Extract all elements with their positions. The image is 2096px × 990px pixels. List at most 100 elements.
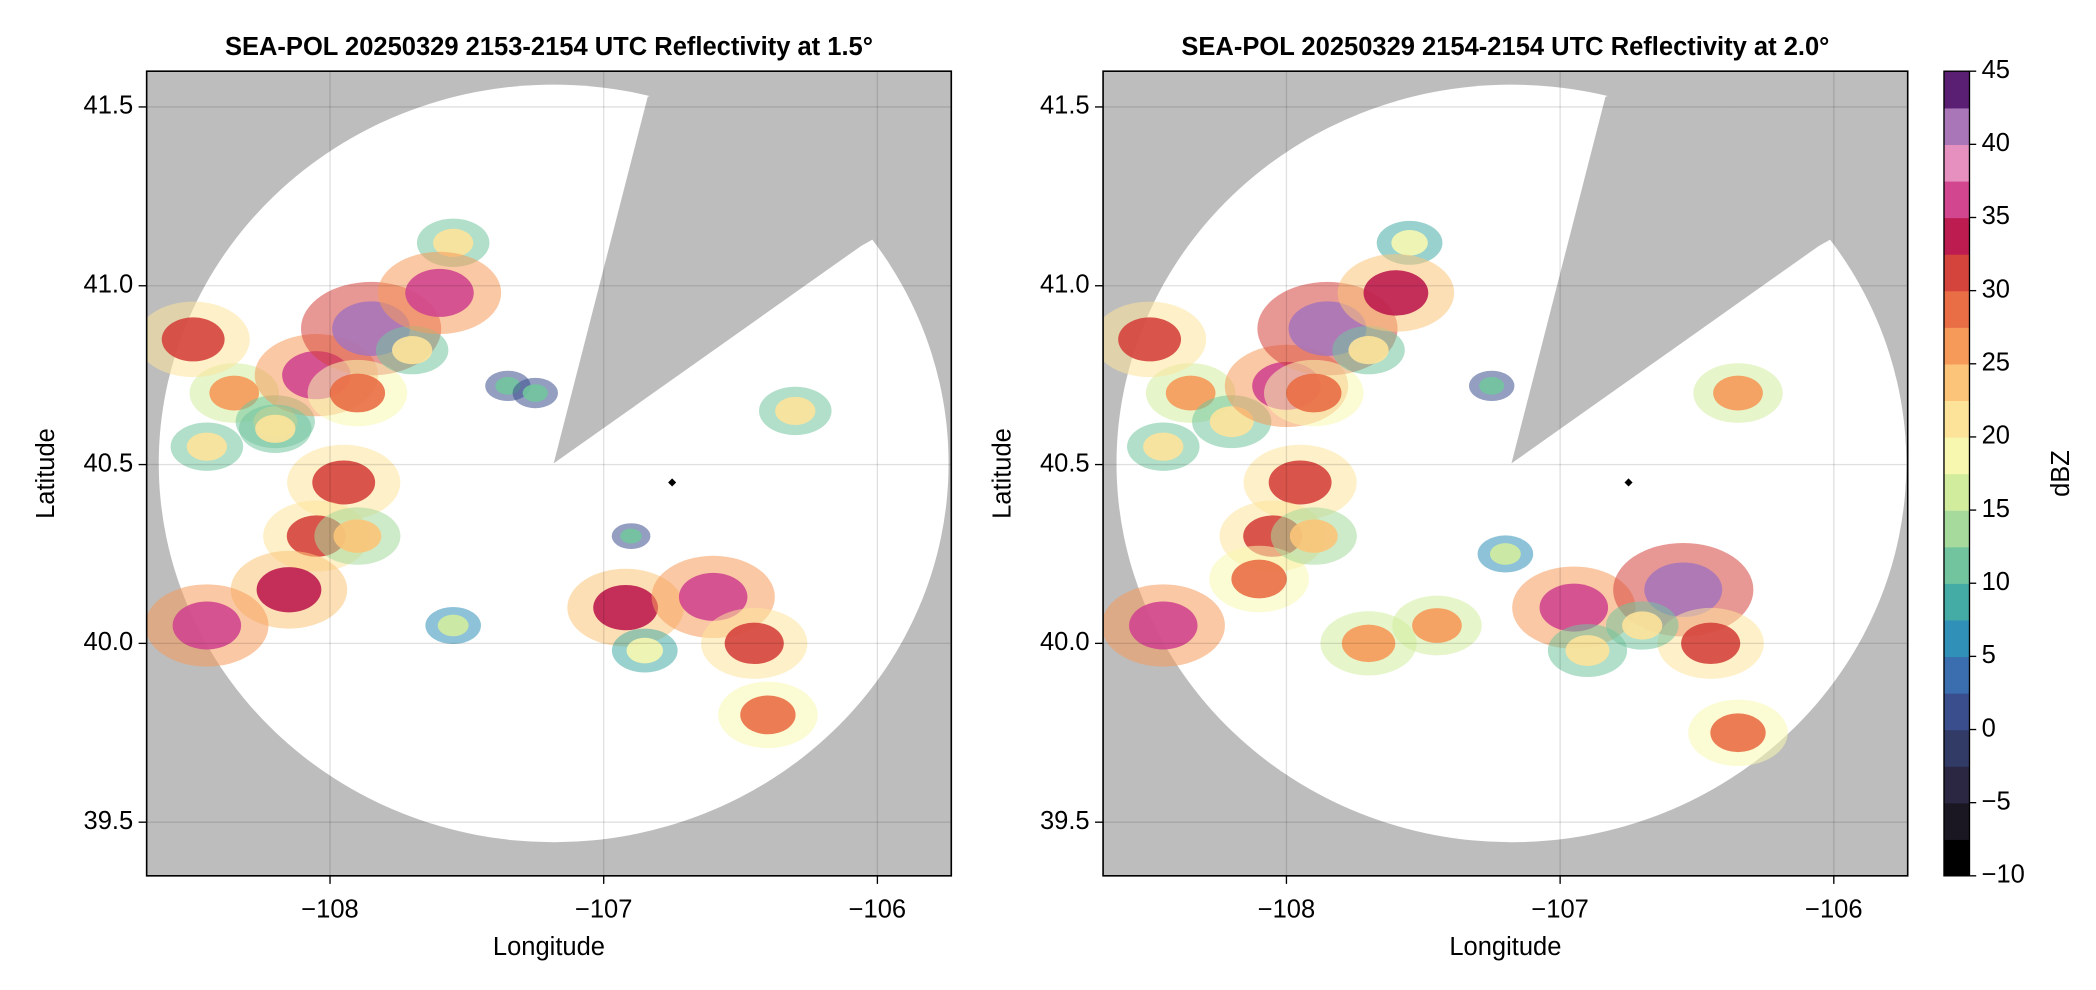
colorbar-tick-label: 40 <box>1982 129 2010 157</box>
echo <box>405 268 474 317</box>
echo <box>1710 713 1766 753</box>
echo <box>724 622 784 665</box>
colorbar-bin <box>1943 583 1970 621</box>
colorbar-bin <box>1943 436 1970 475</box>
y-tick-label: 40.5 <box>1040 449 1090 477</box>
colorbar-tick-label: 45 <box>1982 56 2010 84</box>
colorbar-bin <box>1943 802 1970 840</box>
panel-background <box>146 71 1908 876</box>
echo <box>1286 373 1342 413</box>
colorbar-tick-label: 15 <box>1982 495 2010 523</box>
echo <box>391 336 433 365</box>
colorbar-bin <box>1943 766 1970 804</box>
echo <box>1479 377 1505 395</box>
colorbar-bin <box>1943 839 1970 877</box>
colorbar-tick-label: 5 <box>1982 641 1996 669</box>
colorbar-bin <box>1943 656 1970 694</box>
x-tick-label: −107 <box>1531 895 1588 923</box>
colorbar-label: dBZ <box>2047 450 2075 497</box>
echo <box>1565 635 1610 666</box>
echo <box>186 432 228 461</box>
echo-layer <box>146 218 832 749</box>
colorbar-bin <box>1943 546 1970 584</box>
y-tick-label: 41.0 <box>1040 270 1090 298</box>
colorbar-bin <box>1943 363 1970 402</box>
echo <box>1268 460 1332 505</box>
colorbar-bin <box>1943 327 1970 365</box>
echo <box>333 519 382 553</box>
x-tick-label: −108 <box>1258 895 1315 923</box>
echo <box>1129 601 1198 650</box>
colorbar-tick-label: −5 <box>1982 787 2011 815</box>
colorbar-bin <box>1943 107 1970 146</box>
colorbar-bin <box>1943 619 1970 658</box>
y-tick-label: 41.5 <box>84 92 134 120</box>
echo <box>1681 622 1741 665</box>
colorbar-bin <box>1943 473 1970 511</box>
colorbar-tick-label: 10 <box>1982 568 2010 596</box>
echo <box>172 601 242 650</box>
echo <box>1539 583 1609 632</box>
echo <box>522 384 548 402</box>
colorbar-bin <box>1943 144 1970 182</box>
x-tick-label: −107 <box>575 895 632 923</box>
colorbar-bin <box>1943 400 1970 438</box>
y-tick-label: 40.0 <box>84 628 134 656</box>
echo <box>1231 559 1287 599</box>
colorbar-bin <box>1943 71 1970 109</box>
y-tick-label: 39.5 <box>1040 807 1090 835</box>
x-tick-label: −106 <box>1805 895 1862 923</box>
echo <box>1622 611 1663 640</box>
colorbar-tick-label: 25 <box>1982 349 2010 377</box>
y-tick-label: 40.5 <box>84 449 134 477</box>
echo <box>1165 375 1216 411</box>
echo <box>775 396 816 426</box>
colorbar-tick-label: −10 <box>1982 861 2025 889</box>
y-tick-label: 39.5 <box>84 807 134 835</box>
plot-frame <box>1102 70 1909 877</box>
colorbar-tick-label: 30 <box>1982 275 2010 303</box>
y-tick-label: 41.5 <box>1040 92 1090 120</box>
y-tick-label: 41.0 <box>84 270 134 298</box>
colorbar-bin <box>1943 180 1970 219</box>
chart-title: SEA-POL 20250329 2153-2154 UTC Reflectiv… <box>225 33 873 61</box>
echo <box>312 460 376 505</box>
colorbar-frame <box>1943 70 1971 877</box>
echo <box>437 614 469 637</box>
y-axis-label: Latitude <box>32 428 60 519</box>
echo <box>1489 543 1521 565</box>
echo <box>1363 270 1429 316</box>
echo <box>678 572 748 621</box>
echo <box>1289 519 1338 553</box>
colorbar-bin <box>1943 692 1970 731</box>
echo <box>1341 624 1396 663</box>
colorbar-bin <box>1943 217 1970 255</box>
x-axis-label: Longitude <box>493 933 605 961</box>
echo <box>1348 336 1389 365</box>
echo <box>209 375 260 411</box>
echo <box>329 373 386 413</box>
radar-site <box>668 478 677 487</box>
echo <box>626 637 664 664</box>
x-tick-label: −106 <box>849 895 906 923</box>
x-axis-label: Longitude <box>1449 933 1561 961</box>
colorbar-bin <box>1943 510 1970 548</box>
chart-title: SEA-POL 20250329 2154-2154 UTC Reflectiv… <box>1181 33 1829 61</box>
x-tick-label: −108 <box>301 895 358 923</box>
echo <box>740 695 796 735</box>
plot-frame <box>145 70 953 877</box>
echo-layer <box>1103 220 1788 766</box>
y-tick-label: 40.0 <box>1040 628 1090 656</box>
echo <box>1118 317 1182 362</box>
colorbar-bin <box>1943 729 1970 767</box>
echo <box>1143 432 1184 461</box>
echo <box>1713 375 1763 411</box>
echo <box>620 528 642 544</box>
echo <box>161 317 225 362</box>
echo <box>433 228 474 257</box>
echo <box>593 584 658 631</box>
colorbar-tick-label: 0 <box>1982 714 1996 742</box>
echo <box>256 567 322 613</box>
echo <box>255 414 296 443</box>
